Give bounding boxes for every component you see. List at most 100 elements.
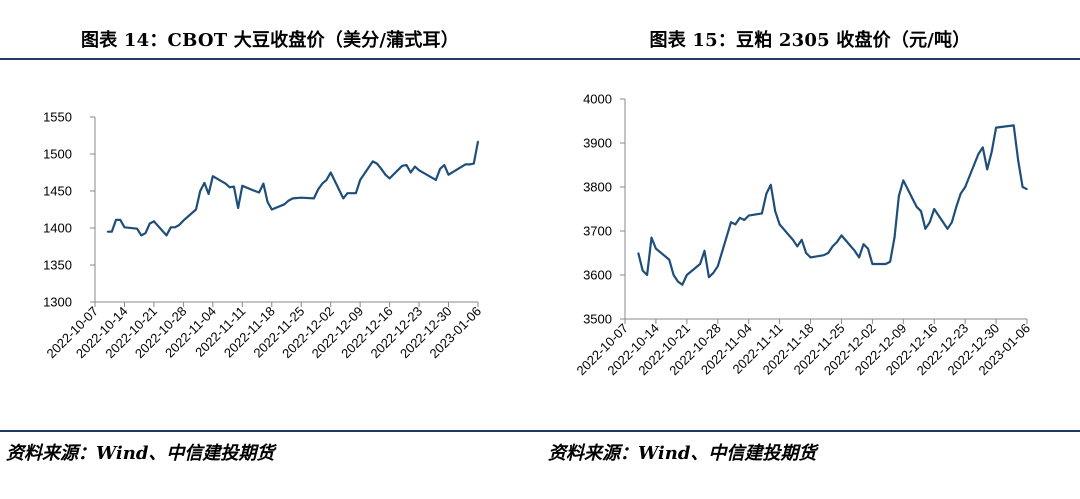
data-point [233,185,235,188]
data-point [313,197,315,200]
data-point [207,193,210,195]
data-point [995,126,997,129]
y-tick-label: 1300 [43,295,72,310]
data-point [224,182,227,185]
data-point [199,190,201,192]
data-point [283,203,286,206]
y-tick-label: 3700 [583,224,612,239]
data-point [1026,188,1028,190]
data-point [178,224,180,226]
title-divider [0,58,540,60]
chart-panel-soymeal: 图表 15：豆粕 2305 收盘价（元/吨） 3500 3600 3700 3800 3… [540,0,1080,499]
data-point [959,192,962,195]
data-point [686,274,688,276]
y-tick-label: 4000 [583,92,612,107]
data-point [258,191,260,194]
data-point [435,179,437,181]
cbot-line-chart: 1300135014001450150015502022-10-072022-1… [43,110,484,362]
data-point [831,245,834,248]
data-point [1017,159,1019,162]
data-point [468,163,471,166]
data-point [668,258,670,261]
y-tick-label: 1450 [43,184,72,199]
data-point [237,207,239,209]
data-point [136,227,138,230]
data-point [743,219,746,221]
data-point [401,165,404,167]
data-point [747,214,750,217]
data-point [414,165,416,168]
data-point [805,252,807,254]
y-tick-label: 3600 [583,268,612,283]
data-point [342,197,345,200]
y-tick-label: 3500 [583,312,612,327]
source-note: 资料来源：Wind、中信建投期货 [6,443,275,464]
data-point [703,250,706,252]
data-point [144,232,147,234]
data-point [712,272,715,274]
chart-title: 图表 14：CBOT 大豆收盘价（美分/蒲式耳） [81,30,459,51]
data-point [123,226,126,229]
data-point [380,168,383,170]
data-point [140,234,143,237]
data-point [241,185,244,187]
data-point [271,208,273,211]
data-point [111,230,113,233]
data-point [254,190,256,192]
data-point [372,160,374,163]
data-point [212,175,214,177]
data-point [792,239,794,241]
data-point [655,247,657,250]
data-point [228,186,231,189]
data-point [761,212,763,215]
data-point [359,179,362,181]
data-point [902,179,905,182]
data-point [203,182,206,184]
data-point [986,168,988,171]
y-tick-label: 1500 [43,147,72,162]
data-point [405,164,408,166]
source-divider [540,430,1080,432]
data-point [148,222,151,225]
data-point [646,274,648,276]
data-point [774,210,776,212]
data-point [292,197,294,200]
data-point [717,265,719,267]
data-point [1021,186,1024,188]
data-point [384,173,387,176]
source-note: 资料来源：Wind、中信建投期货 [548,443,817,464]
data-point [809,256,812,259]
y-tick-label: 1400 [43,221,72,236]
data-point [827,252,829,254]
data-point [677,280,679,283]
data-point [951,221,953,223]
data-point [739,217,741,219]
data-point [321,182,324,185]
data-point [796,245,799,248]
data-point [699,263,701,265]
data-point [871,263,874,265]
y-tick-label: 3800 [583,180,612,195]
data-point [115,219,117,221]
data-point [355,192,357,194]
data-point [862,243,865,245]
data-point [770,184,772,186]
source-divider [0,430,540,432]
data-point [1012,124,1015,127]
series-line [637,124,1028,286]
data-point [376,162,378,165]
data-point [672,274,675,276]
title-divider [540,58,1080,60]
data-point [439,168,441,170]
data-point [734,223,737,226]
data-point [955,206,958,208]
data-point [329,171,332,174]
data-point [898,195,900,197]
data-point [170,226,172,229]
data-point [443,164,446,166]
chart-panel-cbot: 图表 14：CBOT 大豆收盘价（美分/蒲式耳） 1300 1350 1400 145… [0,30,540,464]
data-point [195,208,197,211]
data-point [893,236,896,239]
data-point [266,201,269,203]
data-point [317,188,319,191]
